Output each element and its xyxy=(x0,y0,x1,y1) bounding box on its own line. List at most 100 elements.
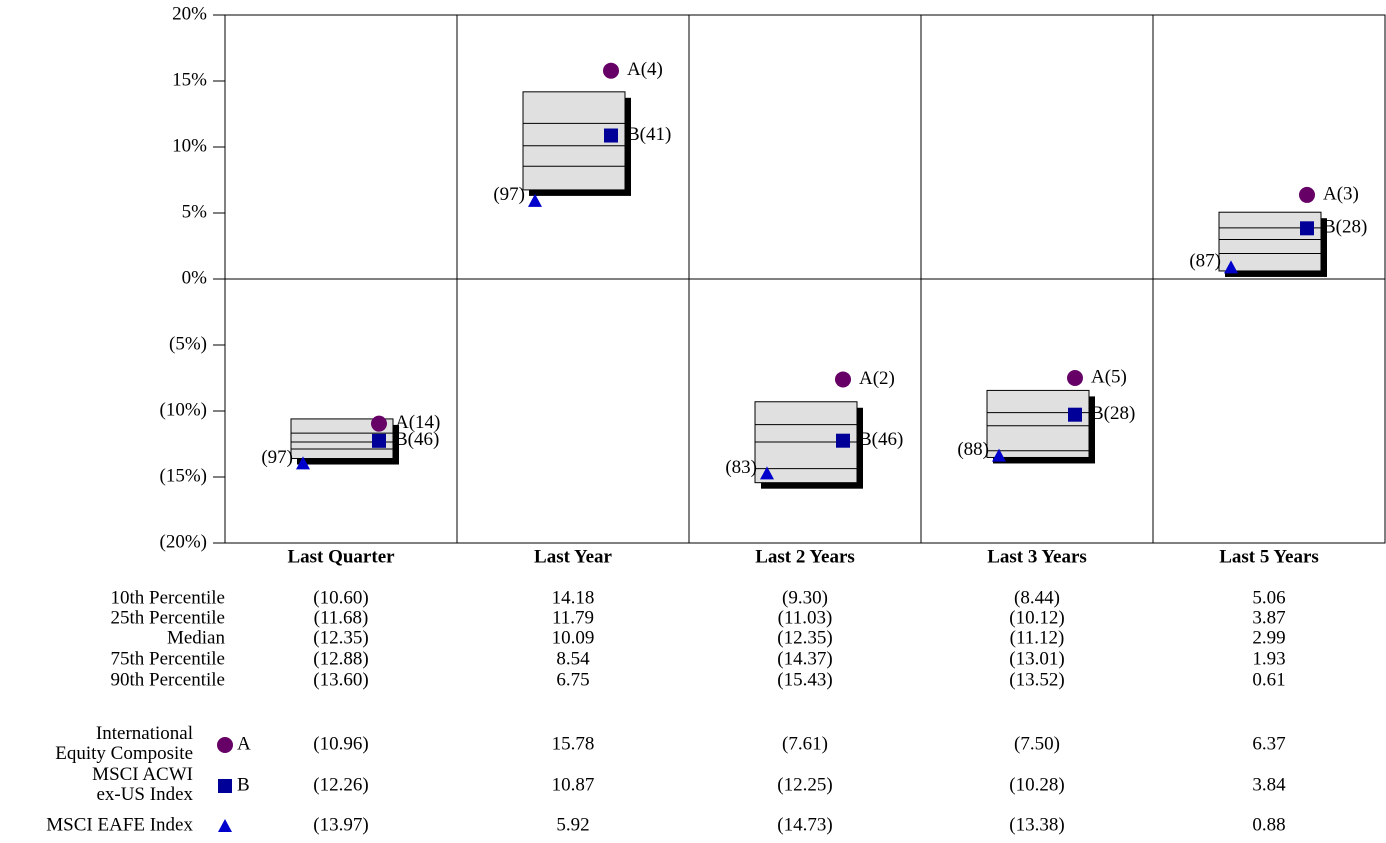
marker xyxy=(1300,221,1314,236)
table-value: (14.73) xyxy=(777,814,832,835)
rank-label: (88) xyxy=(957,439,989,460)
row-label: Median xyxy=(167,627,226,648)
y-tick-label: 20% xyxy=(172,3,207,24)
rank-label: (83) xyxy=(725,457,757,478)
table-value: (11.12) xyxy=(1010,627,1065,648)
x-tick-label: Last 5 Years xyxy=(1219,546,1319,567)
marker xyxy=(1068,407,1082,422)
marker xyxy=(1299,186,1315,203)
rank-label: A(5) xyxy=(1091,366,1127,387)
table-value: (10.12) xyxy=(1009,607,1064,628)
marker xyxy=(992,448,1006,462)
x-tick-label: Last 2 Years xyxy=(755,546,855,567)
table-value: (11.03) xyxy=(778,607,833,628)
table-value: 11.79 xyxy=(552,607,594,628)
y-tick-label: (20%) xyxy=(160,531,207,552)
legend-letter: A xyxy=(237,733,251,754)
table-value: (7.61) xyxy=(782,733,828,754)
table-value: (12.26) xyxy=(313,774,368,795)
percentile-box xyxy=(986,389,1090,458)
x-tick-label: Last Quarter xyxy=(287,546,395,567)
table-value: (11.68) xyxy=(314,607,369,628)
table-value: (13.52) xyxy=(1009,669,1064,690)
legend-label: MSCI ACWI ex-US Index xyxy=(92,764,193,805)
rank-label: B(41) xyxy=(627,124,671,145)
table-value: 8.54 xyxy=(556,648,590,669)
marker xyxy=(760,466,774,480)
table-value: 15.78 xyxy=(552,733,595,754)
legend-label: International Equity Composite xyxy=(55,723,193,764)
table-value: (12.88) xyxy=(313,648,368,669)
rank-label: A(4) xyxy=(627,59,663,80)
percentile-box xyxy=(1218,211,1322,272)
y-tick-label: 5% xyxy=(182,201,208,222)
table-value: 3.87 xyxy=(1252,607,1285,628)
marker xyxy=(1224,260,1238,274)
legend-marker xyxy=(217,737,233,753)
plot-frame xyxy=(224,14,1386,544)
table-value: (10.60) xyxy=(313,587,368,608)
table-value: (15.43) xyxy=(777,669,832,690)
y-tick-label: 15% xyxy=(172,69,207,90)
table-value: 10.09 xyxy=(552,627,595,648)
table-value: (12.35) xyxy=(777,627,832,648)
table-value: 5.06 xyxy=(1252,587,1285,608)
table-value: (10.28) xyxy=(1009,774,1064,795)
legend-label: MSCI EAFE Index xyxy=(46,814,193,835)
marker xyxy=(528,193,542,207)
table-value: 14.18 xyxy=(552,587,595,608)
row-label: 90th Percentile xyxy=(111,669,226,690)
rank-label: A(14) xyxy=(395,412,440,433)
rank-label: B(46) xyxy=(859,429,903,450)
marker xyxy=(835,371,851,388)
table-value: 2.99 xyxy=(1252,627,1285,648)
table-value: 3.84 xyxy=(1252,774,1286,795)
rank-label: (97) xyxy=(261,447,293,468)
table-value: 1.93 xyxy=(1252,648,1285,669)
rank-label: B(28) xyxy=(1323,217,1367,238)
marker xyxy=(371,415,387,432)
y-tick-label: (15%) xyxy=(160,465,207,486)
table-value: 10.87 xyxy=(552,774,595,795)
table-value: 0.88 xyxy=(1252,814,1285,835)
y-tick-label: 10% xyxy=(172,135,207,156)
table-value: (12.25) xyxy=(777,774,832,795)
rank-label: (97) xyxy=(493,184,525,205)
table-value: (7.50) xyxy=(1014,733,1060,754)
x-tick-label: Last Year xyxy=(534,546,612,567)
row-label: 25th Percentile xyxy=(111,607,226,628)
rank-label: A(2) xyxy=(859,368,895,389)
table-value: (13.60) xyxy=(313,669,368,690)
rank-label: A(3) xyxy=(1323,183,1359,204)
table-value: (8.44) xyxy=(1014,587,1060,608)
legend-marker xyxy=(218,819,232,832)
y-tick-label: 0% xyxy=(182,267,208,288)
marker xyxy=(372,433,386,448)
marker xyxy=(603,62,619,79)
table-value: (14.37) xyxy=(777,648,832,669)
table-value: (9.30) xyxy=(782,587,828,608)
marker xyxy=(1067,370,1083,386)
table-value: (13.97) xyxy=(313,814,368,835)
legend-marker xyxy=(218,779,232,793)
row-label: 10th Percentile xyxy=(111,587,226,608)
table-value: (12.35) xyxy=(313,627,368,648)
y-tick-label: (5%) xyxy=(169,333,207,354)
table-value: (13.01) xyxy=(1009,648,1064,669)
table-value: (10.96) xyxy=(313,733,368,754)
table-value: (13.38) xyxy=(1009,814,1064,835)
marker xyxy=(604,128,618,143)
rank-label: B(46) xyxy=(395,429,439,450)
y-tick-label: (10%) xyxy=(160,399,207,420)
rank-label: B(28) xyxy=(1091,403,1135,424)
rank-label: (87) xyxy=(1189,251,1221,272)
marker xyxy=(296,456,310,470)
legend-letter: B xyxy=(237,774,250,795)
table-value: 5.92 xyxy=(556,814,589,835)
table-value: 6.37 xyxy=(1252,733,1285,754)
x-tick-label: Last 3 Years xyxy=(987,546,1087,567)
table-value: 6.75 xyxy=(556,669,589,690)
table-value: 0.61 xyxy=(1252,669,1285,690)
marker xyxy=(836,433,850,448)
